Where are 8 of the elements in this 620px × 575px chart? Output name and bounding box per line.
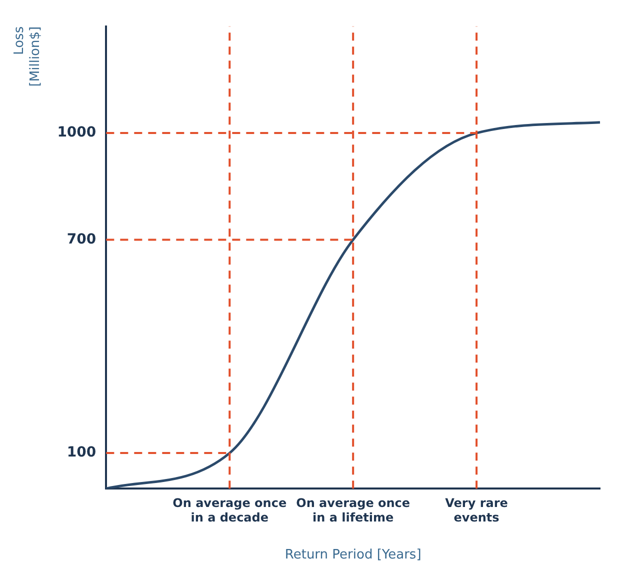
y-tick-label: 700 xyxy=(66,231,96,248)
x-tick-label: On average once in a decade xyxy=(172,496,287,524)
y-tick-label: 100 xyxy=(66,444,96,461)
y-axis-title: Loss [Million$] xyxy=(12,26,43,87)
x-tick-label: On average once in a lifetime xyxy=(296,496,410,524)
x-axis-title: Return Period [Years] xyxy=(284,548,422,563)
y-tick-label: 1000 xyxy=(57,124,96,141)
x-tick-label: Very rare events xyxy=(445,496,508,524)
